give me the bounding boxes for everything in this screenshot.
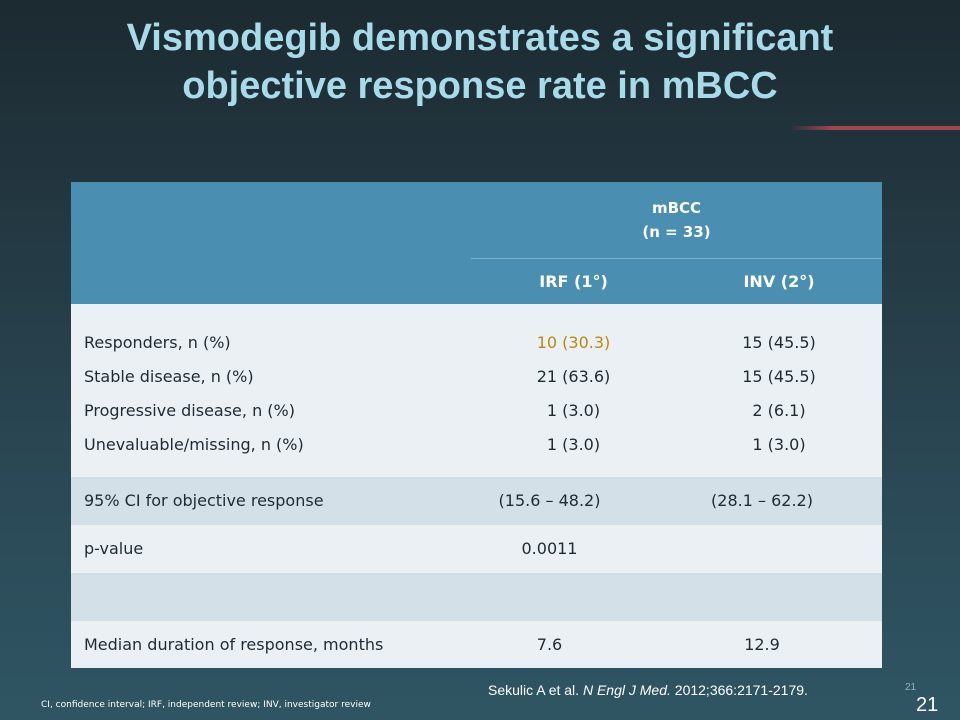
citation-details: 2012;366:2171-2179. (670, 682, 808, 698)
table-row-empty (71, 573, 882, 621)
table-row-unevaluable: Unevaluable/missing, n (%) 1 (3.0) 1 (3.… (71, 428, 882, 462)
table-row-ci: 95% CI for objective response (15.6 – 48… (71, 477, 882, 525)
row-label: Median duration of response, months (84, 635, 384, 654)
group-header-mbcc: mBCC (n = 33) (471, 196, 882, 244)
irf-value: 0.0011 (521, 539, 578, 558)
group-header-label: mBCC (651, 199, 702, 217)
title-divider (790, 126, 960, 130)
irf-value: 1 (3.0) (546, 401, 601, 420)
irf-value: (15.6 – 48.2) (498, 491, 601, 510)
row-label: Stable disease, n (%) (84, 367, 254, 386)
abbreviations-footnote: CI, confidence interval; IRF, independen… (41, 700, 371, 710)
row-label: Progressive disease, n (%) (84, 401, 295, 420)
inv-value: 15 (45.5) (742, 333, 816, 352)
page-number: 21 (916, 694, 939, 716)
inv-value: (28.1 – 62.2) (711, 491, 813, 510)
citation-journal: N Engl J Med. (582, 682, 671, 698)
table-row-p-value: p-value 0.0011 (71, 525, 882, 573)
page-number-small: 21 (905, 682, 917, 693)
inv-value: 12.9 (744, 635, 780, 654)
table-row-responders: Responders, n (%) 10 (30.3) 15 (45.5) (71, 326, 882, 360)
row-label: p-value (84, 539, 144, 558)
row-label: Responders, n (%) (84, 333, 231, 352)
inv-value: 1 (3.0) (752, 435, 806, 454)
irf-value-highlight: 10 (30.3) (536, 333, 611, 352)
row-label: Unevaluable/missing, n (%) (84, 435, 304, 454)
citation-authors: Sekulic A et al. (488, 682, 583, 698)
group-header-n: (n = 33) (642, 223, 711, 241)
slide-title: Vismodegib demonstrates a significant ob… (40, 14, 920, 110)
column-header-inv: INV (2°) (743, 272, 815, 291)
citation: Sekulic A et al. N Engl J Med. 2012;366:… (488, 682, 808, 698)
response-block: Responders, n (%) 10 (30.3) 15 (45.5) St… (71, 304, 882, 477)
slide-title-line-2: objective response rate in mBCC (182, 65, 778, 107)
results-table: mBCC (n = 33) IRF (1°) INV (2°) Responde… (71, 182, 882, 668)
inv-value: 15 (45.5) (742, 367, 816, 386)
slide-title-line-1: Vismodegib demonstrates a significant (126, 17, 834, 59)
table-row-median-duration: Median duration of response, months 7.6 … (71, 621, 882, 668)
table-row-stable: Stable disease, n (%) 21 (63.6) 15 (45.5… (71, 360, 882, 394)
column-header-irf: IRF (1°) (539, 272, 608, 291)
irf-value: 7.6 (536, 635, 563, 654)
table-row-progressive: Progressive disease, n (%) 1 (3.0) 2 (6.… (71, 394, 882, 428)
table-header: mBCC (n = 33) IRF (1°) INV (2°) (71, 182, 882, 304)
row-label: 95% CI for objective response (84, 491, 324, 510)
header-rule (471, 258, 882, 259)
irf-value: 21 (63.6) (536, 367, 611, 386)
irf-value: 1 (3.0) (546, 435, 601, 454)
inv-value: 2 (6.1) (752, 401, 806, 420)
